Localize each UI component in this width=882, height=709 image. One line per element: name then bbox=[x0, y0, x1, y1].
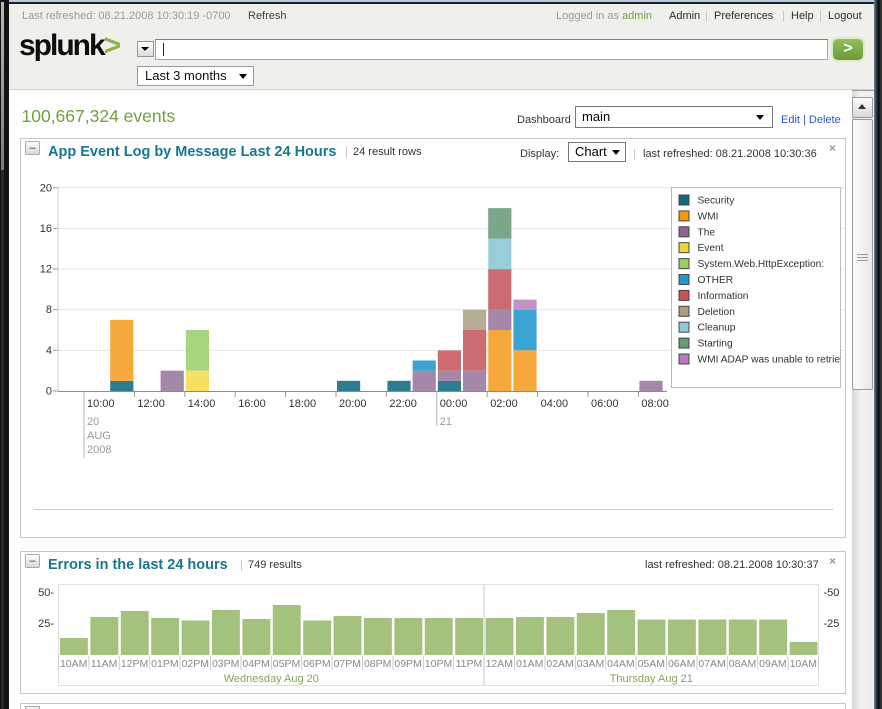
svg-text:01PM: 01PM bbox=[151, 658, 178, 670]
svg-text:16: 16 bbox=[40, 223, 52, 235]
svg-text:12PM: 12PM bbox=[121, 658, 148, 670]
svg-text:25-: 25- bbox=[38, 618, 54, 630]
svg-text:05PM: 05PM bbox=[273, 658, 300, 670]
svg-text:4: 4 bbox=[46, 345, 52, 357]
svg-text:WMI ADAP was unable to retriev: WMI ADAP was unable to retrieve an bbox=[698, 355, 865, 366]
svg-text:OTHER: OTHER bbox=[698, 275, 734, 286]
svg-text:12AM: 12AM bbox=[486, 658, 513, 670]
svg-text:14:00: 14:00 bbox=[188, 398, 216, 410]
svg-text:8: 8 bbox=[46, 304, 52, 316]
svg-text:WMI: WMI bbox=[698, 211, 719, 222]
svg-text:22:00: 22:00 bbox=[389, 398, 417, 410]
svg-text:20:00: 20:00 bbox=[339, 398, 367, 410]
svg-text:20: 20 bbox=[87, 416, 99, 428]
svg-text:10PM: 10PM bbox=[425, 658, 452, 670]
svg-text:12:00: 12:00 bbox=[137, 398, 165, 410]
svg-text:03AM: 03AM bbox=[577, 658, 604, 670]
svg-text:11PM: 11PM bbox=[456, 658, 483, 670]
svg-text:08PM: 08PM bbox=[364, 658, 391, 670]
svg-text:18:00: 18:00 bbox=[289, 398, 317, 410]
svg-text:09AM: 09AM bbox=[759, 658, 786, 670]
svg-text:05AM: 05AM bbox=[638, 658, 665, 670]
svg-text:07PM: 07PM bbox=[334, 658, 361, 670]
svg-text:01AM: 01AM bbox=[516, 658, 543, 670]
svg-text:16:00: 16:00 bbox=[238, 398, 266, 410]
svg-text:20: 20 bbox=[40, 182, 52, 194]
svg-text:02PM: 02PM bbox=[182, 658, 209, 670]
svg-text:02AM: 02AM bbox=[546, 658, 573, 670]
svg-text:Deletion: Deletion bbox=[698, 307, 735, 318]
svg-text:06:00: 06:00 bbox=[591, 398, 619, 410]
svg-text:04PM: 04PM bbox=[242, 658, 269, 670]
svg-text:AUG: AUG bbox=[87, 430, 111, 442]
svg-text:Security: Security bbox=[698, 196, 736, 207]
svg-text:06AM: 06AM bbox=[668, 658, 695, 670]
svg-text:08:00: 08:00 bbox=[641, 398, 669, 410]
svg-text:Information: Information bbox=[698, 291, 749, 302]
svg-text:Cleanup: Cleanup bbox=[698, 323, 736, 334]
svg-text:-25: -25 bbox=[824, 618, 840, 630]
svg-text:Event: Event bbox=[698, 243, 724, 254]
svg-text:21: 21 bbox=[440, 416, 452, 428]
svg-text:Thursday Aug 21: Thursday Aug 21 bbox=[610, 673, 693, 685]
svg-text:10:00: 10:00 bbox=[87, 398, 115, 410]
svg-text:-50: -50 bbox=[824, 587, 840, 599]
svg-text:System.Web.HttpException:: System.Web.HttpException: bbox=[698, 259, 825, 270]
svg-text:12: 12 bbox=[40, 264, 52, 276]
svg-text:Starting: Starting bbox=[698, 339, 733, 350]
svg-text:Wednesday Aug 20: Wednesday Aug 20 bbox=[224, 673, 319, 685]
svg-text:2008: 2008 bbox=[87, 444, 111, 456]
svg-text:10AM: 10AM bbox=[60, 658, 87, 670]
svg-text:08AM: 08AM bbox=[729, 658, 756, 670]
svg-text:The: The bbox=[698, 227, 716, 238]
svg-text:06PM: 06PM bbox=[303, 658, 330, 670]
svg-text:50-: 50- bbox=[38, 587, 54, 599]
svg-text:00:00: 00:00 bbox=[440, 398, 468, 410]
svg-text:0: 0 bbox=[46, 386, 52, 398]
svg-text:02:00: 02:00 bbox=[490, 398, 518, 410]
svg-text:07AM: 07AM bbox=[698, 658, 725, 670]
svg-text:11AM: 11AM bbox=[91, 658, 118, 670]
svg-text:10AM: 10AM bbox=[790, 658, 817, 670]
svg-text:09PM: 09PM bbox=[394, 658, 421, 670]
svg-text:03PM: 03PM bbox=[212, 658, 239, 670]
svg-text:04:00: 04:00 bbox=[541, 398, 569, 410]
svg-text:04AM: 04AM bbox=[607, 658, 634, 670]
